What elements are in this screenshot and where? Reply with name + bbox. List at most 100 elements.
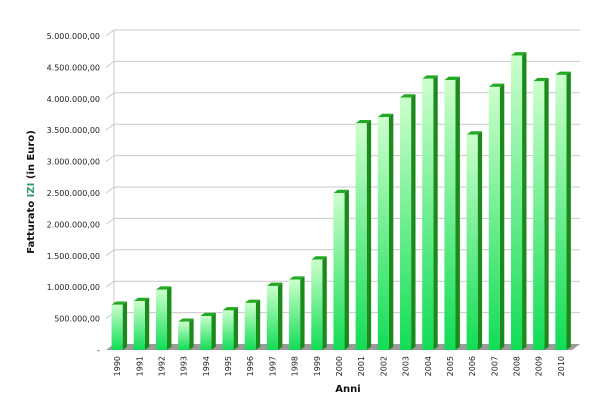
- bar-1992: [155, 286, 172, 350]
- x-tick-label: 1991: [135, 356, 144, 376]
- bar-side: [277, 282, 283, 350]
- bar-front: [466, 134, 478, 350]
- bar-top: [222, 307, 238, 311]
- bar-side: [233, 307, 238, 350]
- bar-2001: [355, 119, 372, 351]
- bar-1997: [266, 282, 283, 350]
- x-tick-label: 1995: [224, 356, 233, 376]
- bar-side: [388, 113, 394, 350]
- bar-top: [155, 286, 172, 290]
- x-tick-label: 2007: [490, 356, 499, 376]
- y-tick-label: 3.500.000,00: [47, 126, 100, 135]
- bar-top: [510, 52, 527, 56]
- bar-front: [555, 74, 567, 350]
- y-tick-label: -: [97, 346, 100, 355]
- x-tick-label: 1992: [157, 356, 166, 376]
- bar-top: [488, 83, 505, 87]
- y-tick-label: 2.500.000,00: [47, 189, 100, 198]
- y-tick-label: 1.000.000,00: [47, 283, 100, 292]
- bar-side: [544, 77, 549, 350]
- bar-front: [400, 97, 412, 350]
- x-tick-label: 1999: [313, 356, 322, 376]
- x-tick-label: 2010: [557, 356, 566, 376]
- x-tick-label: 2003: [402, 356, 411, 376]
- y-tick-label: 2.000.000,00: [47, 220, 100, 229]
- x-tick-label: 1998: [291, 356, 300, 376]
- y-axis-title-brand: IZI: [26, 183, 37, 198]
- bar-front: [510, 55, 523, 351]
- x-tick-label: 2005: [446, 356, 455, 376]
- bar-2006: [466, 131, 483, 350]
- grid-line-diagonal: [105, 249, 115, 257]
- bar-2010: [555, 71, 571, 351]
- bar-front: [289, 279, 301, 350]
- bar-1996: [244, 299, 261, 350]
- bar-1998: [289, 276, 305, 350]
- bar-top: [555, 71, 571, 75]
- x-axis-title: Anni: [335, 384, 360, 395]
- y-tick-label: 1.500.000,00: [47, 252, 100, 261]
- bar-top: [466, 131, 483, 135]
- x-tick-label: 2001: [357, 356, 366, 376]
- bar-side: [144, 297, 150, 350]
- bar-2007: [488, 83, 505, 351]
- bar-top: [422, 75, 438, 79]
- bar-side: [189, 318, 194, 350]
- bar-side: [122, 301, 128, 350]
- bar-top: [333, 189, 349, 193]
- bar-1991: [133, 297, 150, 350]
- bar-front: [266, 285, 278, 350]
- bar-front: [533, 81, 545, 350]
- bar-front: [155, 289, 168, 350]
- bar-top: [111, 301, 128, 305]
- bar-front: [311, 259, 323, 350]
- bar-front: [444, 79, 456, 351]
- grid-line-diagonal: [105, 280, 115, 288]
- bar-top: [355, 119, 372, 124]
- bar-side: [566, 71, 571, 351]
- bar-side: [499, 83, 505, 351]
- x-tick-label: 2008: [513, 356, 522, 376]
- bar-top: [377, 113, 394, 118]
- y-axis-title-prefix: Fatturato: [26, 197, 37, 253]
- bar-2005: [444, 76, 460, 351]
- x-tick-label: 2006: [468, 356, 477, 376]
- y-tick-label: 3.000.000,00: [47, 158, 100, 167]
- bar-front: [133, 301, 145, 350]
- bar-top: [400, 94, 416, 98]
- bar-1990: [111, 301, 128, 350]
- bar-1995: [222, 307, 238, 350]
- bar-2000: [333, 189, 349, 350]
- x-tick-label: 1993: [180, 356, 189, 376]
- x-tick-label: 2000: [335, 356, 344, 376]
- bar-top: [289, 276, 305, 280]
- bar-front: [488, 86, 500, 351]
- grid-line-diagonal: [105, 61, 115, 68]
- bar-side: [255, 299, 261, 350]
- bar-side: [366, 119, 372, 350]
- y-axis-ticks: - 500.000,00 1.000.000,00 1.500.000,00 2.000…: [47, 32, 101, 355]
- bar-1999: [311, 256, 327, 350]
- bar-side: [522, 52, 527, 350]
- x-tick-label: 2002: [379, 356, 388, 376]
- bar-top: [533, 77, 549, 82]
- bar-2002: [377, 113, 394, 351]
- grid-line-diagonal: [105, 155, 115, 163]
- bar-top: [311, 256, 327, 260]
- bar-1993: [178, 318, 194, 350]
- grid-line-diagonal: [105, 92, 115, 100]
- bar-top: [444, 76, 460, 80]
- bar-front: [178, 321, 190, 350]
- bar-side: [344, 189, 349, 350]
- bar-front: [422, 78, 434, 350]
- bar-front: [200, 316, 212, 350]
- x-tick-label: 1997: [268, 356, 277, 376]
- y-tick-label: 500.000,00: [54, 315, 100, 324]
- grid-line-diagonal: [105, 123, 115, 131]
- grid-line-diagonal: [105, 217, 115, 225]
- bar-front: [222, 310, 234, 350]
- x-axis-ticks: 1990 1991 1992 1993 1994 1995 1996 1997 1998 1999…: [113, 356, 566, 376]
- y-tick-label: 4.500.000,00: [47, 63, 100, 72]
- bar-side: [211, 312, 216, 350]
